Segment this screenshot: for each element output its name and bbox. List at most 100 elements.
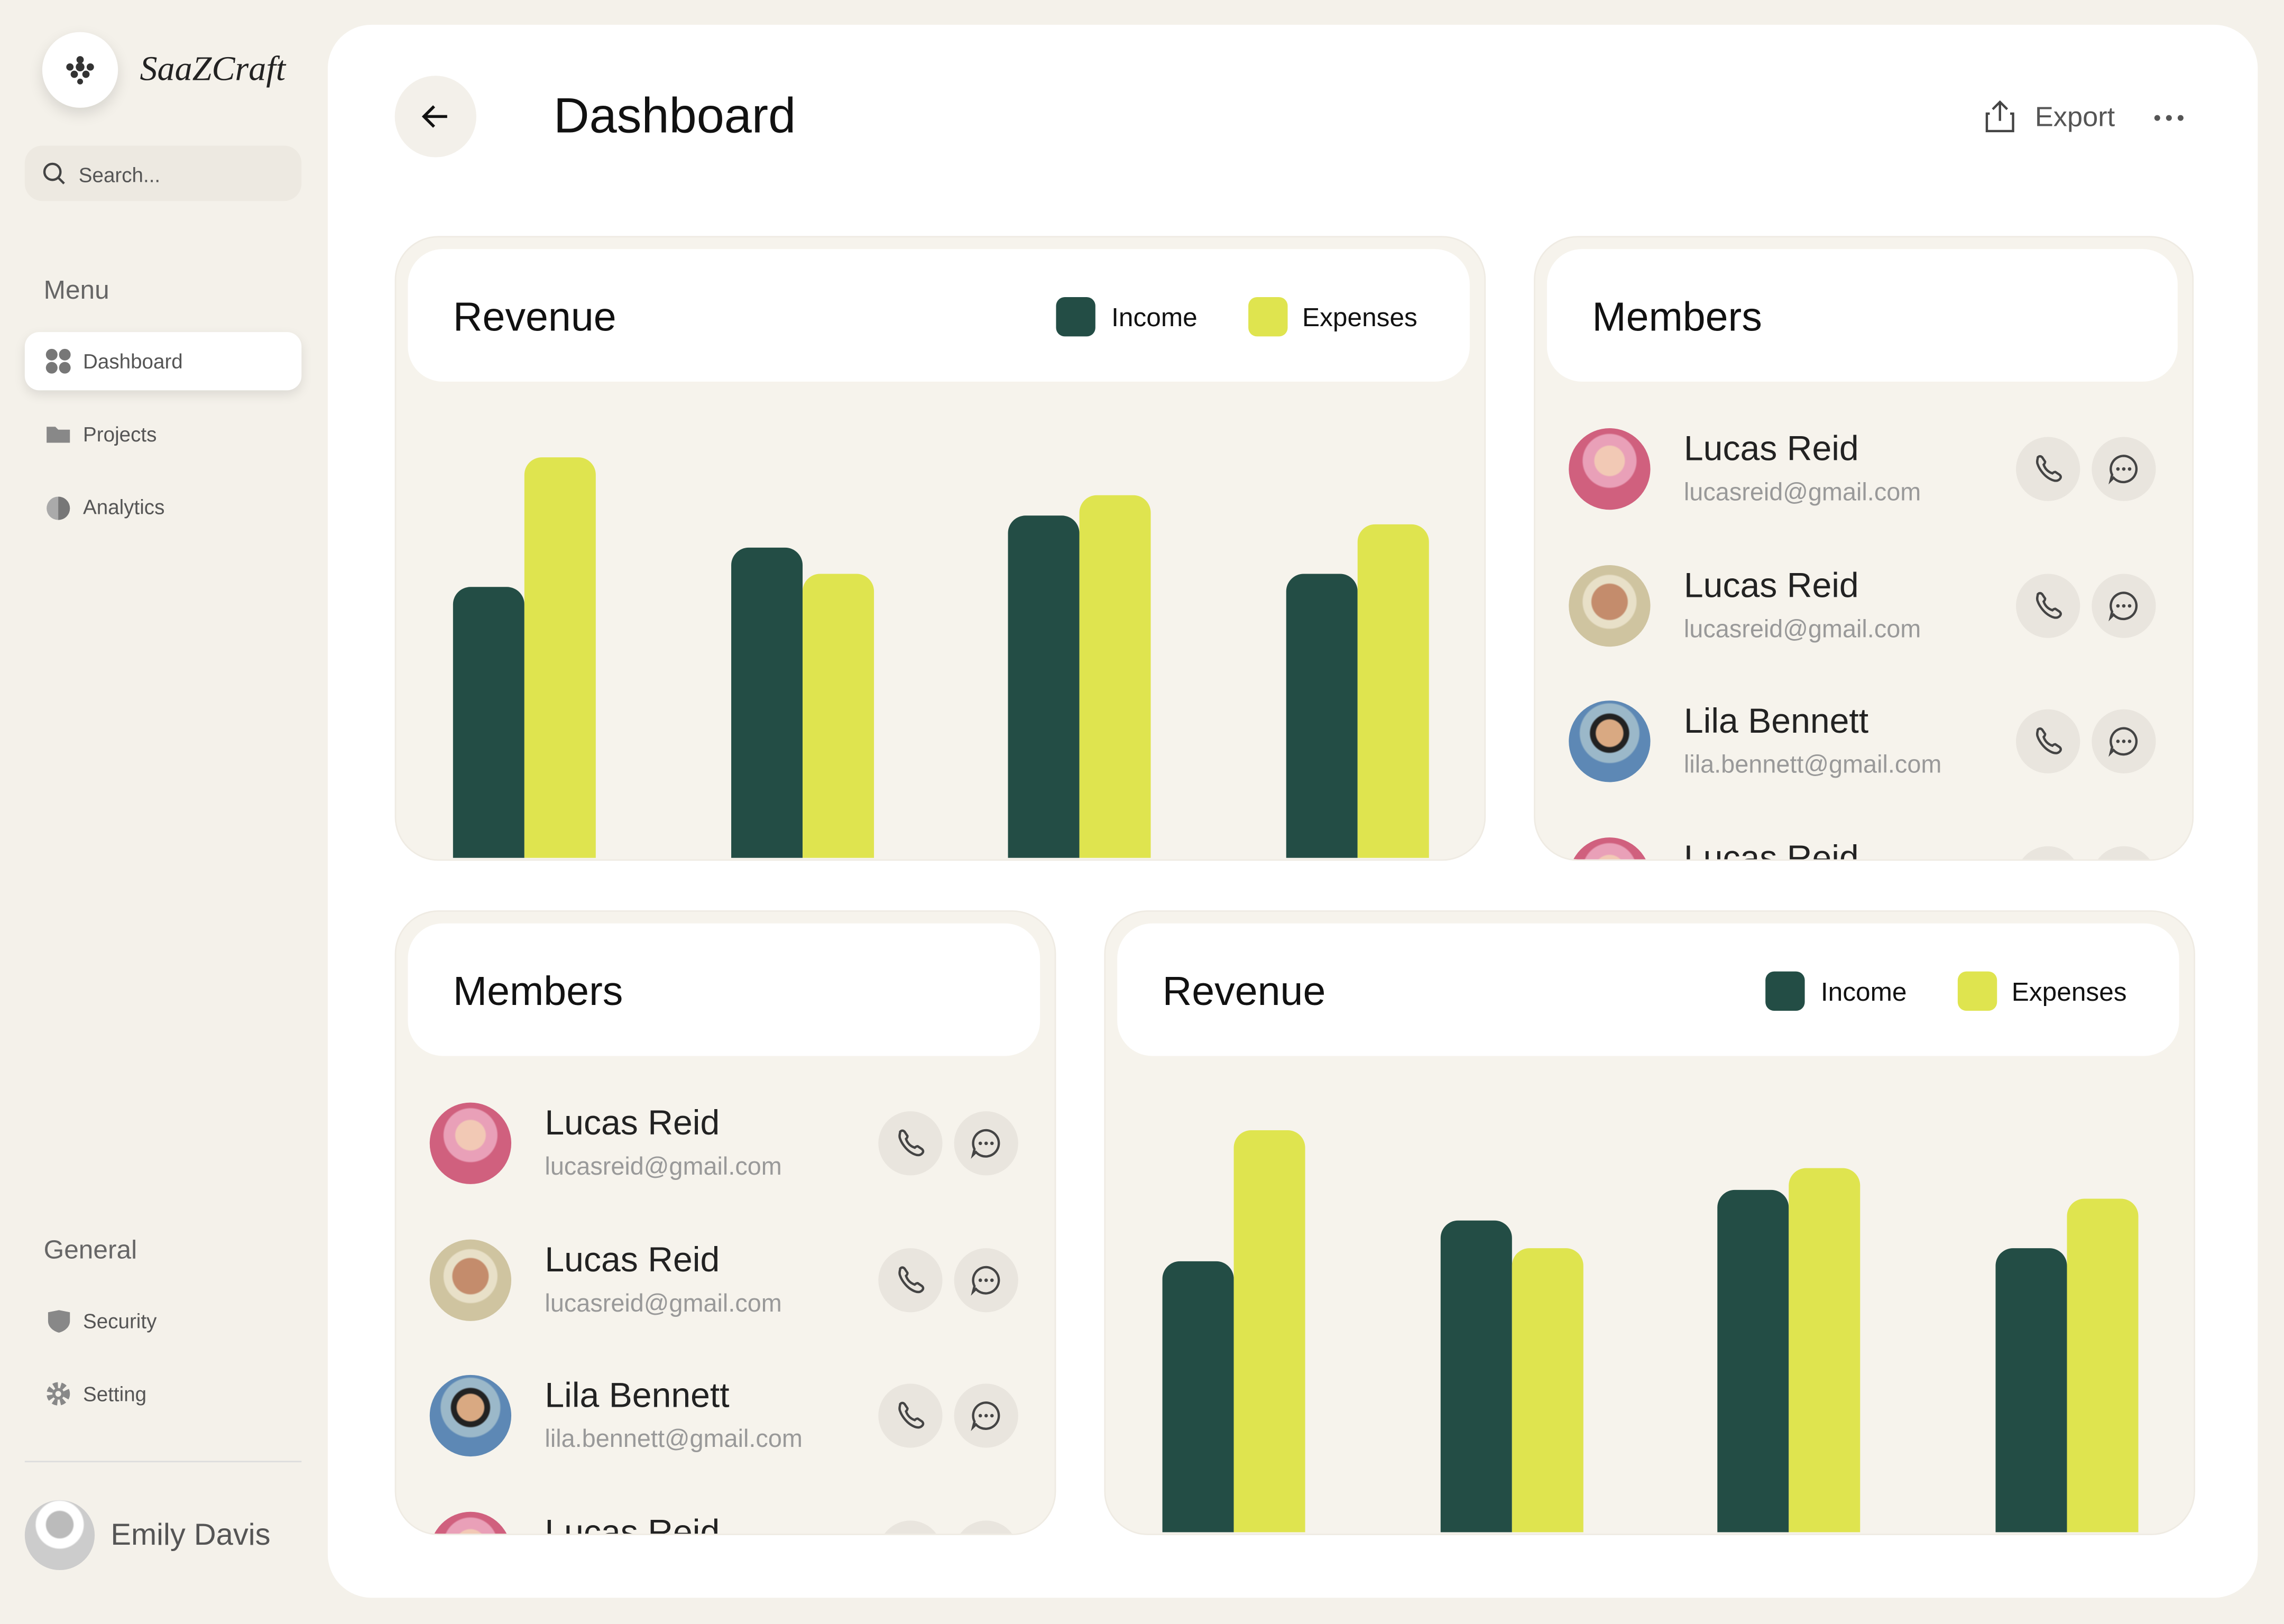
call-button[interactable] xyxy=(2016,846,2080,861)
member-email: lucasreid@gmail.com xyxy=(545,1152,782,1181)
message-button[interactable] xyxy=(2092,709,2156,774)
card-header xyxy=(408,923,1040,1056)
message-icon xyxy=(971,1265,1000,1296)
active-nav-bg xyxy=(24,332,302,391)
member-name: Lucas Reid xyxy=(545,1513,720,1535)
message-icon xyxy=(971,1129,1000,1159)
legend-swatch xyxy=(1056,297,1095,337)
card-header xyxy=(408,249,1470,382)
legend-swatch xyxy=(1957,971,1997,1011)
bar xyxy=(1789,1168,1861,1533)
avatar xyxy=(1569,837,1651,860)
nav-item[interactable]: Security xyxy=(83,1309,157,1333)
bar xyxy=(1233,1130,1305,1533)
export-icon xyxy=(1985,100,2014,133)
setting-icon xyxy=(47,1382,70,1406)
member-name: Lucas Reid xyxy=(545,1240,720,1280)
legend-label: Income xyxy=(1111,303,1198,333)
legend-label: Expenses xyxy=(1302,303,1417,333)
card-title: Members xyxy=(1592,294,1762,339)
call-icon xyxy=(2016,846,2080,861)
message-icon xyxy=(2092,846,2156,861)
back-button[interactable] xyxy=(394,76,476,158)
call-button[interactable] xyxy=(2016,573,2080,638)
call-icon xyxy=(898,1402,925,1429)
search-box[interactable]: Search... xyxy=(24,145,302,201)
bar xyxy=(453,587,524,858)
member-name: Lila Bennett xyxy=(1683,703,1869,742)
member-name: Lucas Reid xyxy=(1683,429,1859,469)
search-icon xyxy=(43,162,65,184)
bar xyxy=(730,547,802,858)
members-card: Members Lucas Reid lucasreid@gmail.com Luca… xyxy=(1534,236,2194,861)
revenue-card: Revenue Income Expenses xyxy=(1104,910,2195,1535)
call-icon xyxy=(898,1266,925,1293)
card-title: Revenue xyxy=(1162,968,1326,1014)
bar xyxy=(1008,515,1080,858)
call-button[interactable] xyxy=(878,1248,943,1312)
analytics-icon xyxy=(47,496,70,520)
message-icon xyxy=(971,1402,1000,1432)
bar xyxy=(524,457,596,858)
call-icon xyxy=(898,1129,925,1157)
avatar xyxy=(429,1512,512,1534)
avatar xyxy=(429,1375,512,1457)
call-icon xyxy=(2036,591,2062,619)
legend-swatch xyxy=(1248,297,1288,337)
member-name: Lila Bennett xyxy=(545,1377,730,1417)
bar xyxy=(1357,524,1429,858)
bar xyxy=(1080,495,1152,858)
message-button[interactable] xyxy=(2092,573,2156,638)
page-title: Dashboard xyxy=(553,89,796,144)
nav-item[interactable]: Dashboard xyxy=(83,349,183,373)
message-icon xyxy=(954,1521,1018,1535)
member-name: Lucas Reid xyxy=(545,1104,720,1143)
general-title: General xyxy=(43,1235,137,1265)
menu-title: Menu xyxy=(43,275,109,304)
message-button[interactable] xyxy=(2092,846,2156,861)
call-icon xyxy=(2036,455,2062,482)
avatar xyxy=(429,1239,512,1321)
legend-label: Expenses xyxy=(2011,977,2127,1007)
bar xyxy=(2066,1198,2138,1533)
nav-item[interactable]: Analytics xyxy=(83,495,165,519)
brand: SaaZCraft xyxy=(140,51,286,89)
call-button[interactable] xyxy=(878,1111,943,1176)
legend-swatch xyxy=(1765,971,1805,1011)
avatar xyxy=(429,1102,512,1184)
message-button[interactable] xyxy=(954,1384,1018,1448)
member-email: lila.bennett@gmail.com xyxy=(545,1425,803,1454)
card-title: Members xyxy=(453,968,623,1014)
call-icon xyxy=(2036,728,2062,755)
message-icon xyxy=(2108,455,2138,485)
message-button[interactable] xyxy=(954,1111,1018,1176)
bar xyxy=(1162,1261,1234,1533)
dashboard-icon xyxy=(45,348,71,374)
message-button[interactable] xyxy=(2092,437,2156,501)
bar xyxy=(1286,574,1358,858)
call-button[interactable] xyxy=(2016,709,2080,774)
member-name: Lucas Reid xyxy=(1683,839,1859,861)
call-button[interactable] xyxy=(878,1384,943,1448)
nav-item[interactable]: Setting xyxy=(83,1382,147,1406)
export-button[interactable]: Export xyxy=(2034,103,2115,134)
card-header xyxy=(1117,923,2179,1056)
avatar xyxy=(1569,565,1651,647)
projects-icon xyxy=(47,427,70,443)
security-icon xyxy=(48,1310,70,1333)
message-button[interactable] xyxy=(954,1520,1018,1535)
bar xyxy=(1440,1220,1512,1533)
user-name[interactable]: Emily Davis xyxy=(110,1518,271,1552)
bar xyxy=(1717,1189,1789,1533)
more-button[interactable] xyxy=(2153,109,2188,127)
bar xyxy=(1511,1248,1583,1533)
call-icon xyxy=(878,1521,942,1535)
call-button[interactable] xyxy=(2016,437,2080,501)
nav-item[interactable]: Projects xyxy=(83,422,157,446)
message-button[interactable] xyxy=(954,1248,1018,1312)
call-button[interactable] xyxy=(878,1520,943,1535)
back-icon xyxy=(421,105,447,128)
card-title: Revenue xyxy=(453,294,616,339)
